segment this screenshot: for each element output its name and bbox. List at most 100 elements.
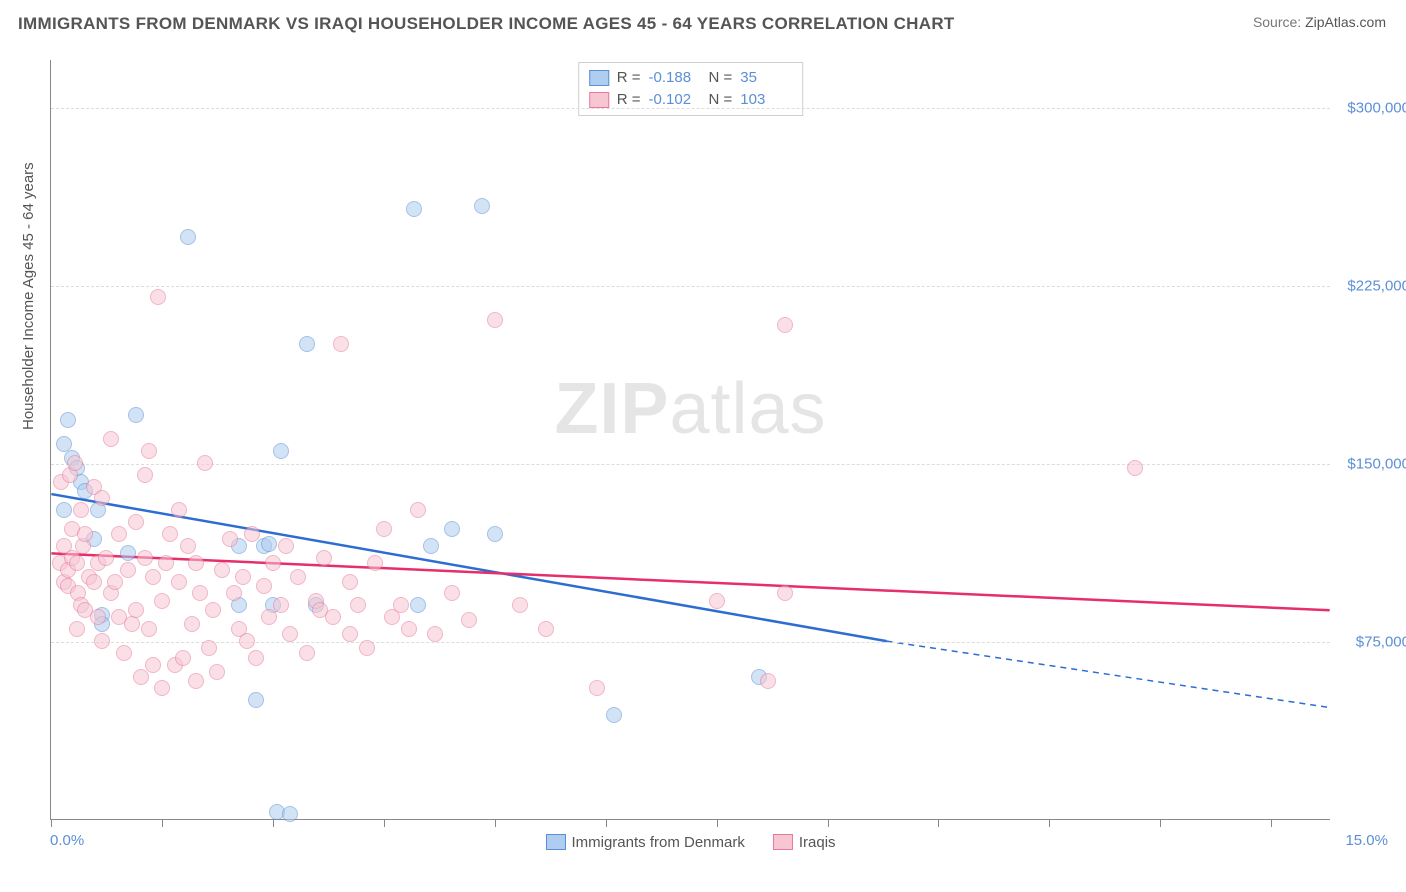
- data-point: [342, 626, 358, 642]
- data-point: [197, 455, 213, 471]
- data-point: [487, 526, 503, 542]
- legend-swatch-icon: [773, 834, 793, 850]
- y-axis-title: Householder Income Ages 45 - 64 years: [20, 162, 37, 430]
- data-point: [188, 673, 204, 689]
- data-point: [94, 490, 110, 506]
- data-point: [69, 555, 85, 571]
- y-tick-label: $75,000: [1335, 633, 1406, 650]
- data-point: [265, 555, 281, 571]
- data-point: [316, 550, 332, 566]
- data-point: [158, 555, 174, 571]
- source-value: ZipAtlas.com: [1305, 14, 1386, 30]
- x-tick: [1160, 819, 1161, 827]
- x-tick: [162, 819, 163, 827]
- x-tick: [495, 819, 496, 827]
- y-tick-label: $225,000: [1335, 277, 1406, 294]
- legend-swatch-icon: [545, 834, 565, 850]
- data-point: [124, 616, 140, 632]
- data-point: [67, 455, 83, 471]
- y-tick-label: $150,000: [1335, 455, 1406, 472]
- trend-line-extrapolated: [887, 641, 1330, 707]
- data-point: [261, 536, 277, 552]
- data-point: [69, 621, 85, 637]
- data-point: [150, 289, 166, 305]
- data-point: [133, 669, 149, 685]
- data-point: [90, 609, 106, 625]
- data-point: [180, 229, 196, 245]
- data-point: [128, 407, 144, 423]
- data-point: [222, 531, 238, 547]
- data-point: [777, 585, 793, 601]
- source-attribution: Source: ZipAtlas.com: [1253, 14, 1386, 30]
- data-point: [141, 443, 157, 459]
- data-point: [427, 626, 443, 642]
- data-point: [461, 612, 477, 628]
- data-point: [60, 412, 76, 428]
- data-point: [98, 550, 114, 566]
- data-point: [538, 621, 554, 637]
- data-point: [423, 538, 439, 554]
- data-point: [273, 597, 289, 613]
- data-point: [273, 443, 289, 459]
- data-point: [359, 640, 375, 656]
- data-point: [1127, 460, 1143, 476]
- data-point: [760, 673, 776, 689]
- data-point: [145, 657, 161, 673]
- data-point: [350, 597, 366, 613]
- data-point: [214, 562, 230, 578]
- trend-lines: [51, 60, 1330, 819]
- data-point: [107, 574, 123, 590]
- data-point: [474, 198, 490, 214]
- x-tick: [273, 819, 274, 827]
- data-point: [137, 467, 153, 483]
- data-point: [120, 562, 136, 578]
- data-point: [256, 578, 272, 594]
- data-point: [184, 616, 200, 632]
- gridline: [51, 108, 1330, 109]
- data-point: [512, 597, 528, 613]
- data-point: [299, 645, 315, 661]
- data-point: [282, 806, 298, 822]
- x-tick: [606, 819, 607, 827]
- data-point: [128, 514, 144, 530]
- data-point: [487, 312, 503, 328]
- data-point: [180, 538, 196, 554]
- data-point: [154, 680, 170, 696]
- data-point: [709, 593, 725, 609]
- x-tick: [938, 819, 939, 827]
- data-point: [171, 574, 187, 590]
- data-point: [239, 633, 255, 649]
- data-point: [171, 502, 187, 518]
- data-point: [116, 645, 132, 661]
- data-point: [244, 526, 260, 542]
- data-point: [201, 640, 217, 656]
- data-point: [410, 502, 426, 518]
- data-point: [209, 664, 225, 680]
- data-point: [401, 621, 417, 637]
- legend-item: Iraqis: [773, 834, 836, 851]
- data-point: [282, 626, 298, 642]
- x-axis-start-label: 0.0%: [50, 832, 84, 849]
- data-point: [94, 633, 110, 649]
- legend-label: Iraqis: [799, 834, 836, 851]
- x-tick: [1271, 819, 1272, 827]
- x-tick: [828, 819, 829, 827]
- data-point: [103, 431, 119, 447]
- source-label: Source:: [1253, 14, 1301, 30]
- x-tick: [51, 819, 52, 827]
- data-point: [175, 650, 191, 666]
- data-point: [444, 585, 460, 601]
- data-point: [188, 555, 204, 571]
- x-tick: [384, 819, 385, 827]
- legend-item: Immigrants from Denmark: [545, 834, 744, 851]
- data-point: [410, 597, 426, 613]
- data-point: [589, 680, 605, 696]
- data-point: [145, 569, 161, 585]
- data-point: [154, 593, 170, 609]
- data-point: [367, 555, 383, 571]
- data-point: [111, 526, 127, 542]
- data-point: [248, 692, 264, 708]
- x-tick: [1049, 819, 1050, 827]
- data-point: [278, 538, 294, 554]
- data-point: [162, 526, 178, 542]
